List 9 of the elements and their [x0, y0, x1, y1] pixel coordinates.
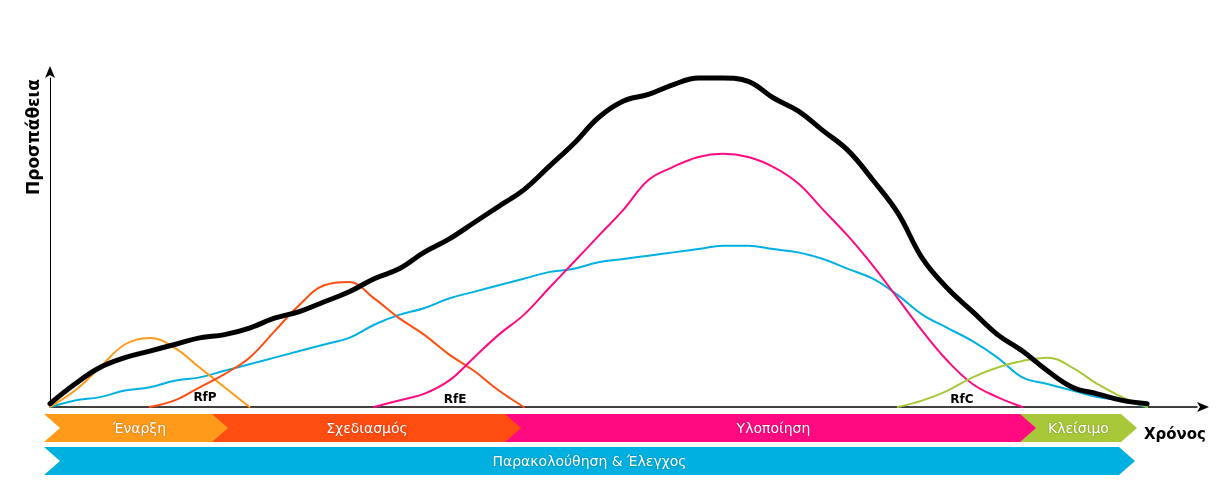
- chevron-label: Παρακολούθηση & Έλεγχος: [44, 447, 1135, 475]
- chevron-label: Σχεδιασμός: [212, 414, 522, 442]
- annotation: RfE: [443, 392, 467, 406]
- annotation: RfP: [193, 390, 217, 404]
- series-label: Κλείσιμο: [1048, 420, 1109, 436]
- y-axis-title: Προσπάθεια: [23, 79, 43, 195]
- x-axis-title: Χρόνος: [1143, 425, 1207, 443]
- chevron-label: Κλείσιμο: [1020, 414, 1137, 442]
- annotation: RfC: [950, 392, 974, 406]
